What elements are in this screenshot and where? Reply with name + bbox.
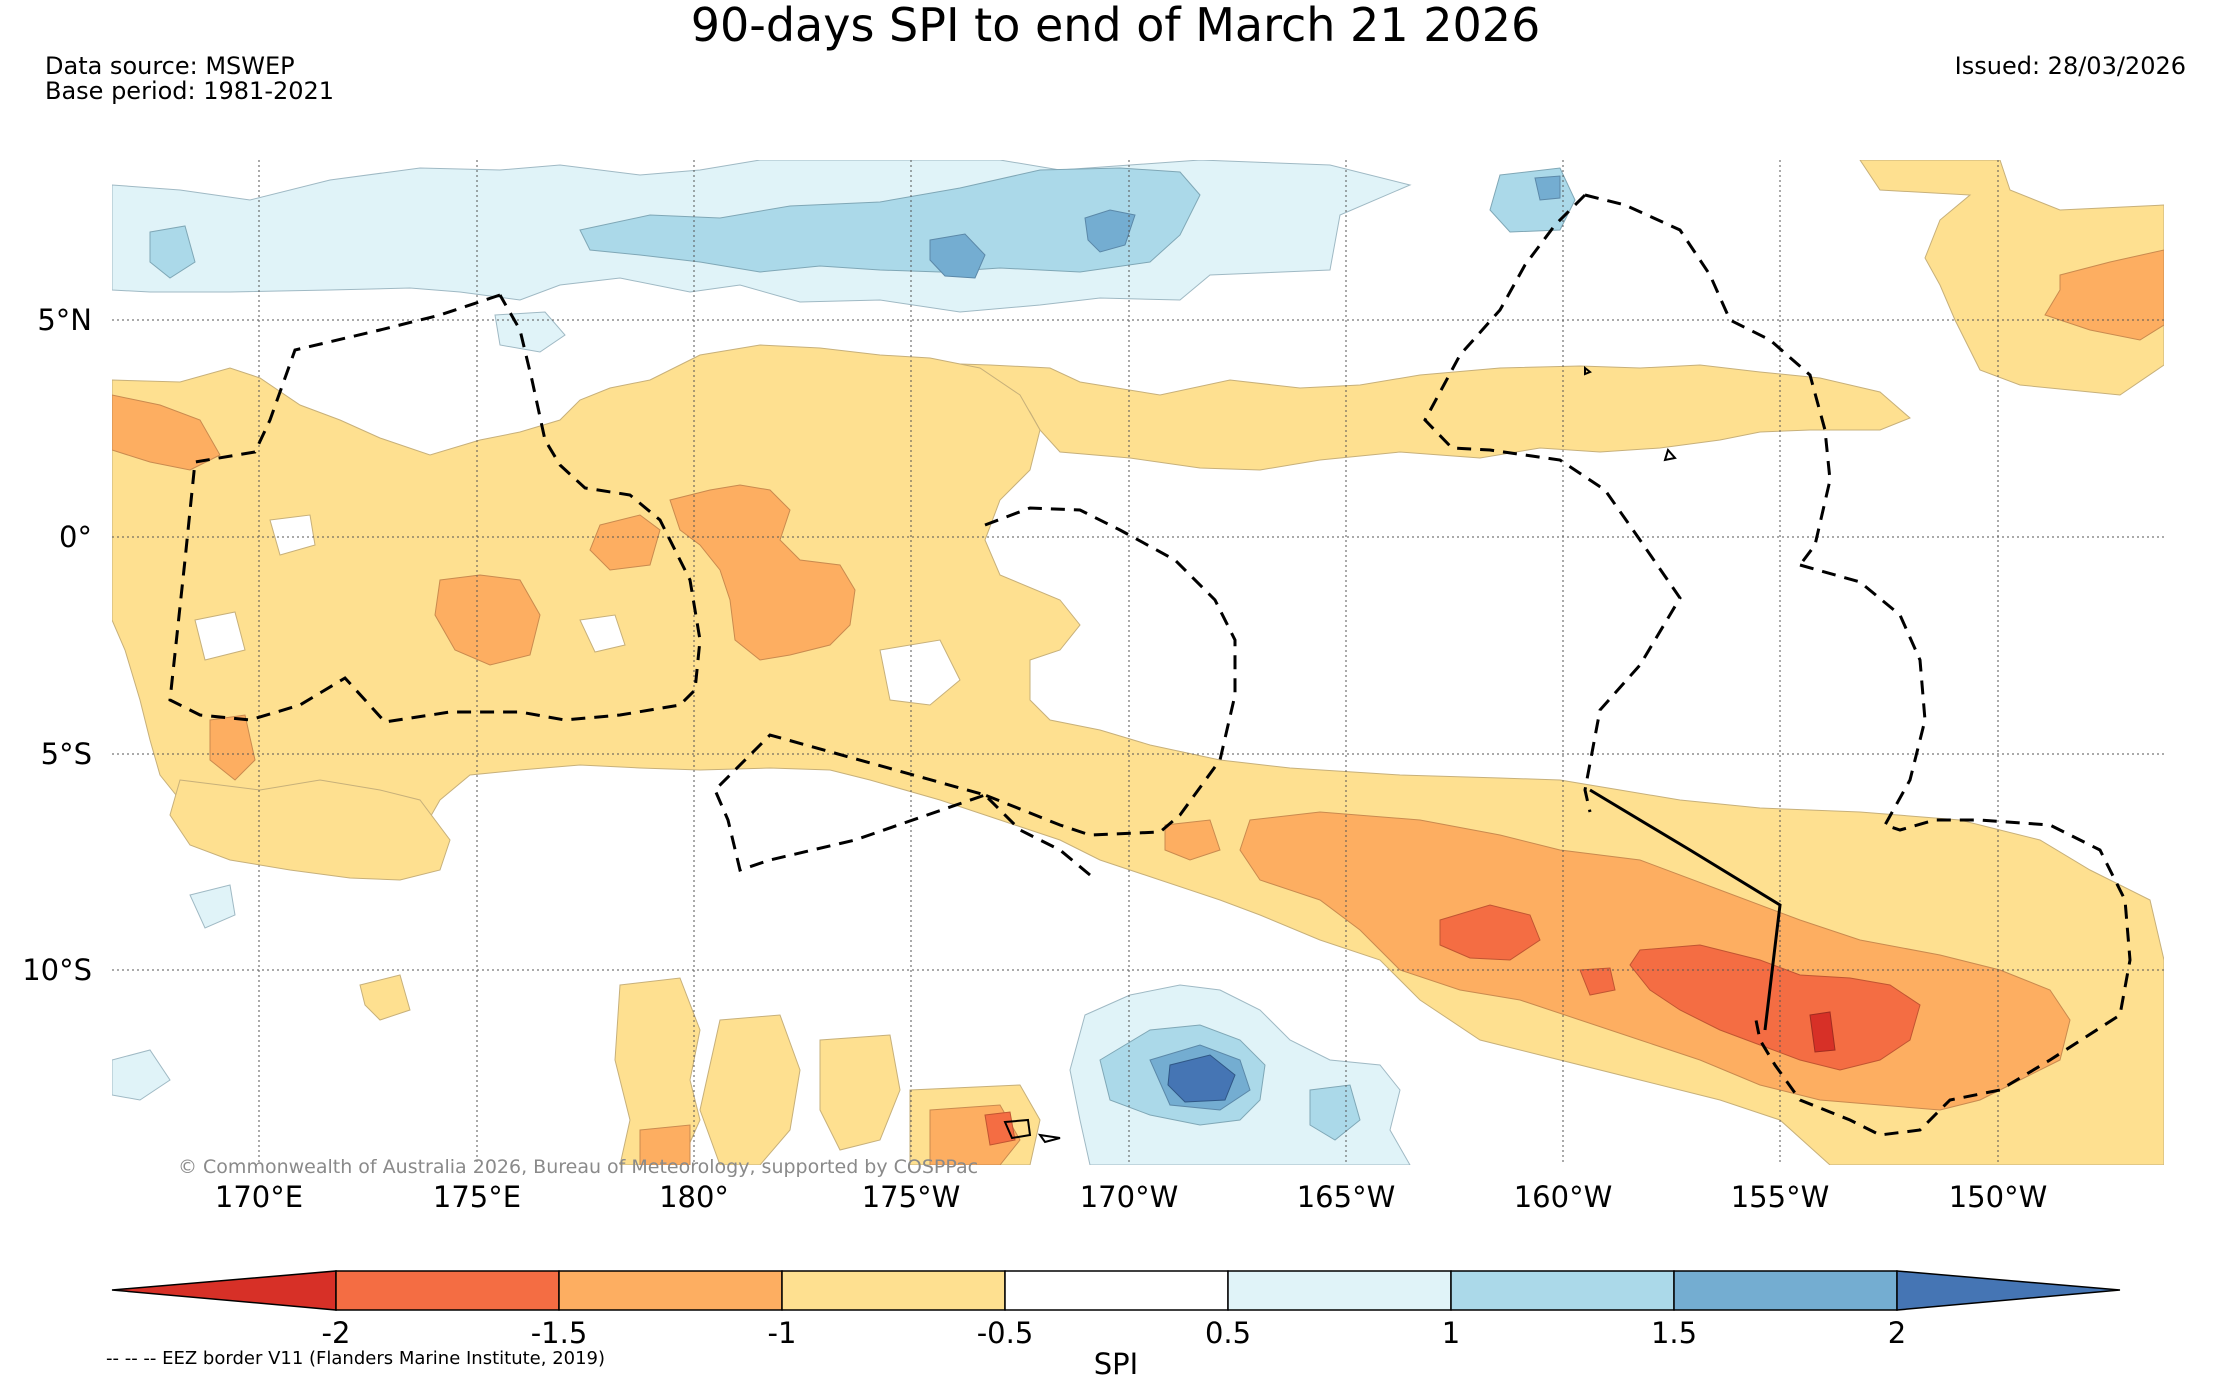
- graticule: [112, 160, 2164, 1165]
- lat-label-10s: 10°S: [22, 953, 92, 987]
- lon-label-170w: 170°W: [1080, 1180, 1179, 1214]
- colorbar-tick: 1: [1442, 1316, 1460, 1350]
- colorbar-bin-6: [1450, 1270, 1675, 1311]
- eez-border-tuvalu-kiribati-west: [168, 293, 702, 724]
- lon-label-155w: 155°W: [1731, 1180, 1830, 1214]
- eez-border-phoenix: [984, 506, 1237, 837]
- colorbar-bin-2: [558, 1270, 783, 1311]
- dry-patch-sw-small: [359, 974, 411, 1021]
- lon-label-160w: 160°W: [1514, 1180, 1613, 1214]
- wet-spot-3: [1534, 175, 1561, 201]
- dry-sw-lobe: [169, 779, 451, 881]
- dry-core-west-2: [589, 514, 661, 571]
- solid-boundary: [1589, 788, 1782, 1031]
- colorbar-title: SPI: [1094, 1347, 1138, 1380]
- colorbar-tick: -1: [768, 1316, 797, 1350]
- eez-border-line-north: [1584, 193, 1832, 566]
- dry-core-sw-1: [209, 714, 256, 781]
- wet-spot-2: [1084, 209, 1136, 253]
- eez-border-central: [713, 733, 1091, 877]
- wet-patch-west: [112, 1049, 171, 1101]
- dry-severe-core-2: [1629, 944, 1921, 1071]
- eez-legend-note: -- -- -- EEZ border V11 (Flanders Marine…: [106, 1348, 606, 1369]
- eez-border-line-islands: [1423, 193, 1682, 813]
- wet-spot-1: [929, 233, 986, 279]
- issued-date-label: Issued: 28/03/2026: [1954, 52, 2186, 80]
- dry-severe-south: [984, 1111, 1016, 1146]
- dry-core-far-west: [112, 394, 221, 471]
- colorbar-tick: -0.5: [977, 1316, 1034, 1350]
- dry-core-mid: [1164, 819, 1221, 861]
- normal-hole-4: [194, 611, 246, 661]
- lon-label-170e: 170°E: [215, 1180, 303, 1214]
- colorbar-tick: 1.5: [1651, 1316, 1697, 1350]
- colorbar-extend-high: [1896, 1270, 2121, 1311]
- colorbar-bin-7: [1673, 1270, 1898, 1311]
- colorbar-tick: -2: [322, 1316, 351, 1350]
- lon-label-165w: 165°W: [1297, 1180, 1396, 1214]
- colorbar-bin-4: [1004, 1270, 1229, 1311]
- island-3: [1663, 447, 1677, 462]
- wet-patch-se: [1309, 1084, 1361, 1141]
- dry-core-south-1: [639, 1124, 691, 1165]
- copyright-text: © Commonwealth of Australia 2026, Bureau…: [178, 1156, 978, 1178]
- dry-ne-corner: [1859, 160, 2164, 396]
- colorbar: [111, 1270, 2121, 1311]
- spi-field: [112, 160, 2164, 1165]
- dry-ne-core: [2044, 249, 2164, 341]
- dry-core-west-1: [434, 574, 541, 666]
- dry-patch-south-3: [819, 1034, 901, 1151]
- dry-patch-south-2: [699, 1014, 801, 1165]
- colorbar-extend-low: [111, 1270, 337, 1311]
- wet-core-north: [579, 167, 1201, 273]
- lat-label-0: 0°: [59, 520, 92, 554]
- lon-label-150w: 150°W: [1949, 1180, 2048, 1214]
- wet-patch-west-2: [189, 884, 236, 929]
- dry-band-equatorial-north: [759, 351, 1911, 471]
- colorbar-bin-5: [1227, 1270, 1452, 1311]
- normal-hole-3: [269, 514, 316, 556]
- eez-border-east: [1753, 563, 2132, 1137]
- colorbar-tick: -1.5: [531, 1316, 588, 1350]
- lat-label-5n: 5°N: [37, 303, 92, 337]
- colorbar-tick: 0.5: [1205, 1316, 1251, 1350]
- data-source-label: Data source: MSWEP: [45, 52, 295, 80]
- eez-borders: [168, 193, 2132, 1137]
- dry-severe-core-3: [1579, 967, 1616, 996]
- islands: [1003, 365, 1677, 1144]
- colorbar-bin-3: [781, 1270, 1006, 1311]
- lon-label-180: 180°: [659, 1180, 729, 1214]
- lon-label-175w: 175°W: [862, 1180, 961, 1214]
- island-4: [1584, 365, 1592, 376]
- lon-label-175e: 175°E: [433, 1180, 521, 1214]
- normal-hole-2: [579, 614, 626, 653]
- wet-core-w: [149, 225, 196, 279]
- base-period-label: Base period: 1981-2021: [45, 77, 335, 105]
- normal-hole-1: [879, 639, 961, 706]
- map-title: 90-days SPI to end of March 21 2026: [690, 0, 1541, 52]
- wet-patch-south-core: [1167, 1054, 1236, 1103]
- wet-patch-nw: [494, 311, 566, 353]
- colorbar-bin-1: [335, 1270, 560, 1311]
- dry-extreme-spot: [1809, 1011, 1836, 1053]
- dry-severe-core-1: [1439, 904, 1541, 961]
- wet-core-ne: [1489, 167, 1576, 233]
- island-2: [1037, 1133, 1061, 1144]
- colorbar-tick: 2: [1888, 1316, 1906, 1350]
- island-1: [1003, 1118, 1032, 1140]
- dry-core-central: [669, 484, 856, 661]
- lat-label-5s: 5°S: [41, 737, 92, 771]
